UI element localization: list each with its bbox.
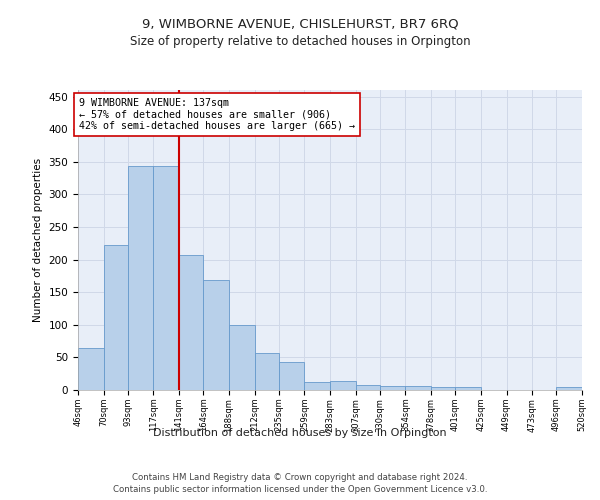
Text: Contains HM Land Registry data © Crown copyright and database right 2024.: Contains HM Land Registry data © Crown c… [132, 472, 468, 482]
Bar [78, 348, 104, 390]
Bar [179, 255, 203, 390]
Bar [380, 386, 406, 390]
Bar [431, 386, 455, 390]
Bar [356, 385, 380, 390]
Text: 9, WIMBORNE AVENUE, CHISLEHURST, BR7 6RQ: 9, WIMBORNE AVENUE, CHISLEHURST, BR7 6RQ [142, 18, 458, 30]
Bar [154, 166, 179, 390]
Text: Contains public sector information licensed under the Open Government Licence v3: Contains public sector information licen… [113, 485, 487, 494]
Bar [330, 381, 356, 390]
Text: Distribution of detached houses by size in Orpington: Distribution of detached houses by size … [153, 428, 447, 438]
Bar [406, 386, 431, 390]
Bar [229, 326, 254, 390]
Bar [279, 362, 304, 390]
Bar [455, 388, 481, 390]
Bar [556, 388, 582, 390]
Bar [203, 280, 229, 390]
Bar [254, 354, 279, 390]
Text: 9 WIMBORNE AVENUE: 137sqm
← 57% of detached houses are smaller (906)
42% of semi: 9 WIMBORNE AVENUE: 137sqm ← 57% of detac… [79, 98, 355, 131]
Y-axis label: Number of detached properties: Number of detached properties [33, 158, 43, 322]
Bar [104, 245, 128, 390]
Bar [128, 166, 154, 390]
Bar [304, 382, 330, 390]
Text: Size of property relative to detached houses in Orpington: Size of property relative to detached ho… [130, 35, 470, 48]
